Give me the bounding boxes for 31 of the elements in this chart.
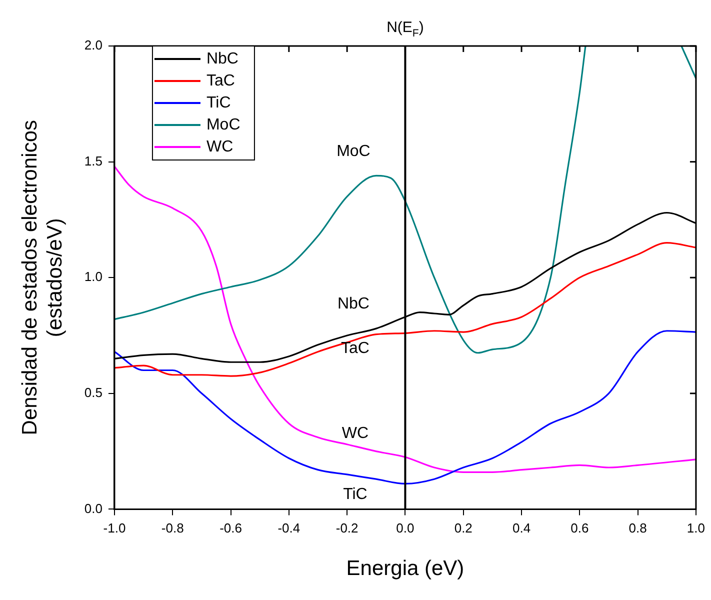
line-series: [114, 242, 697, 377]
y-axis-title: Densidad de estados electronicos (estados/eV): [18, 120, 67, 436]
line-series: [114, 330, 697, 485]
x-tick-label: 0.8: [628, 520, 647, 536]
annotation: WC: [342, 425, 369, 442]
legend-label: WC: [206, 138, 234, 156]
y-tick-label: 2.0: [84, 38, 102, 53]
x-tick-label: 1.0: [686, 520, 706, 536]
y-tick-label: 1.0: [84, 269, 102, 284]
legend-label: MoC: [206, 116, 240, 134]
x-tick-label: 0.4: [512, 520, 531, 536]
x-tick-label: -0.2: [336, 520, 358, 536]
x-tick-label: 0.0: [396, 520, 414, 536]
legend-label: NbC: [206, 50, 238, 68]
legend-label: TaC: [206, 72, 235, 90]
x-tick-label: 0.6: [570, 520, 589, 536]
annotation: TiC: [343, 486, 368, 503]
line-series: [114, 166, 697, 473]
x-tick-label: -1.0: [103, 520, 126, 536]
x-tick-label: -0.8: [161, 520, 184, 536]
x-tick-label: 0.2: [454, 520, 472, 536]
y-tick-label: 0.0: [84, 500, 102, 516]
x-tick-label: -0.6: [220, 520, 242, 536]
y-tick-label: 0.5: [84, 384, 102, 400]
annotation: MoC: [336, 143, 370, 160]
legend-label: TiC: [206, 94, 231, 112]
x-tick-label: -0.4: [278, 520, 300, 536]
y-tick-label: 1.5: [84, 153, 102, 168]
annotation: NbC: [337, 295, 370, 312]
annotation: TaC: [340, 340, 370, 357]
x-axis-title: Energia (eV): [346, 557, 464, 580]
